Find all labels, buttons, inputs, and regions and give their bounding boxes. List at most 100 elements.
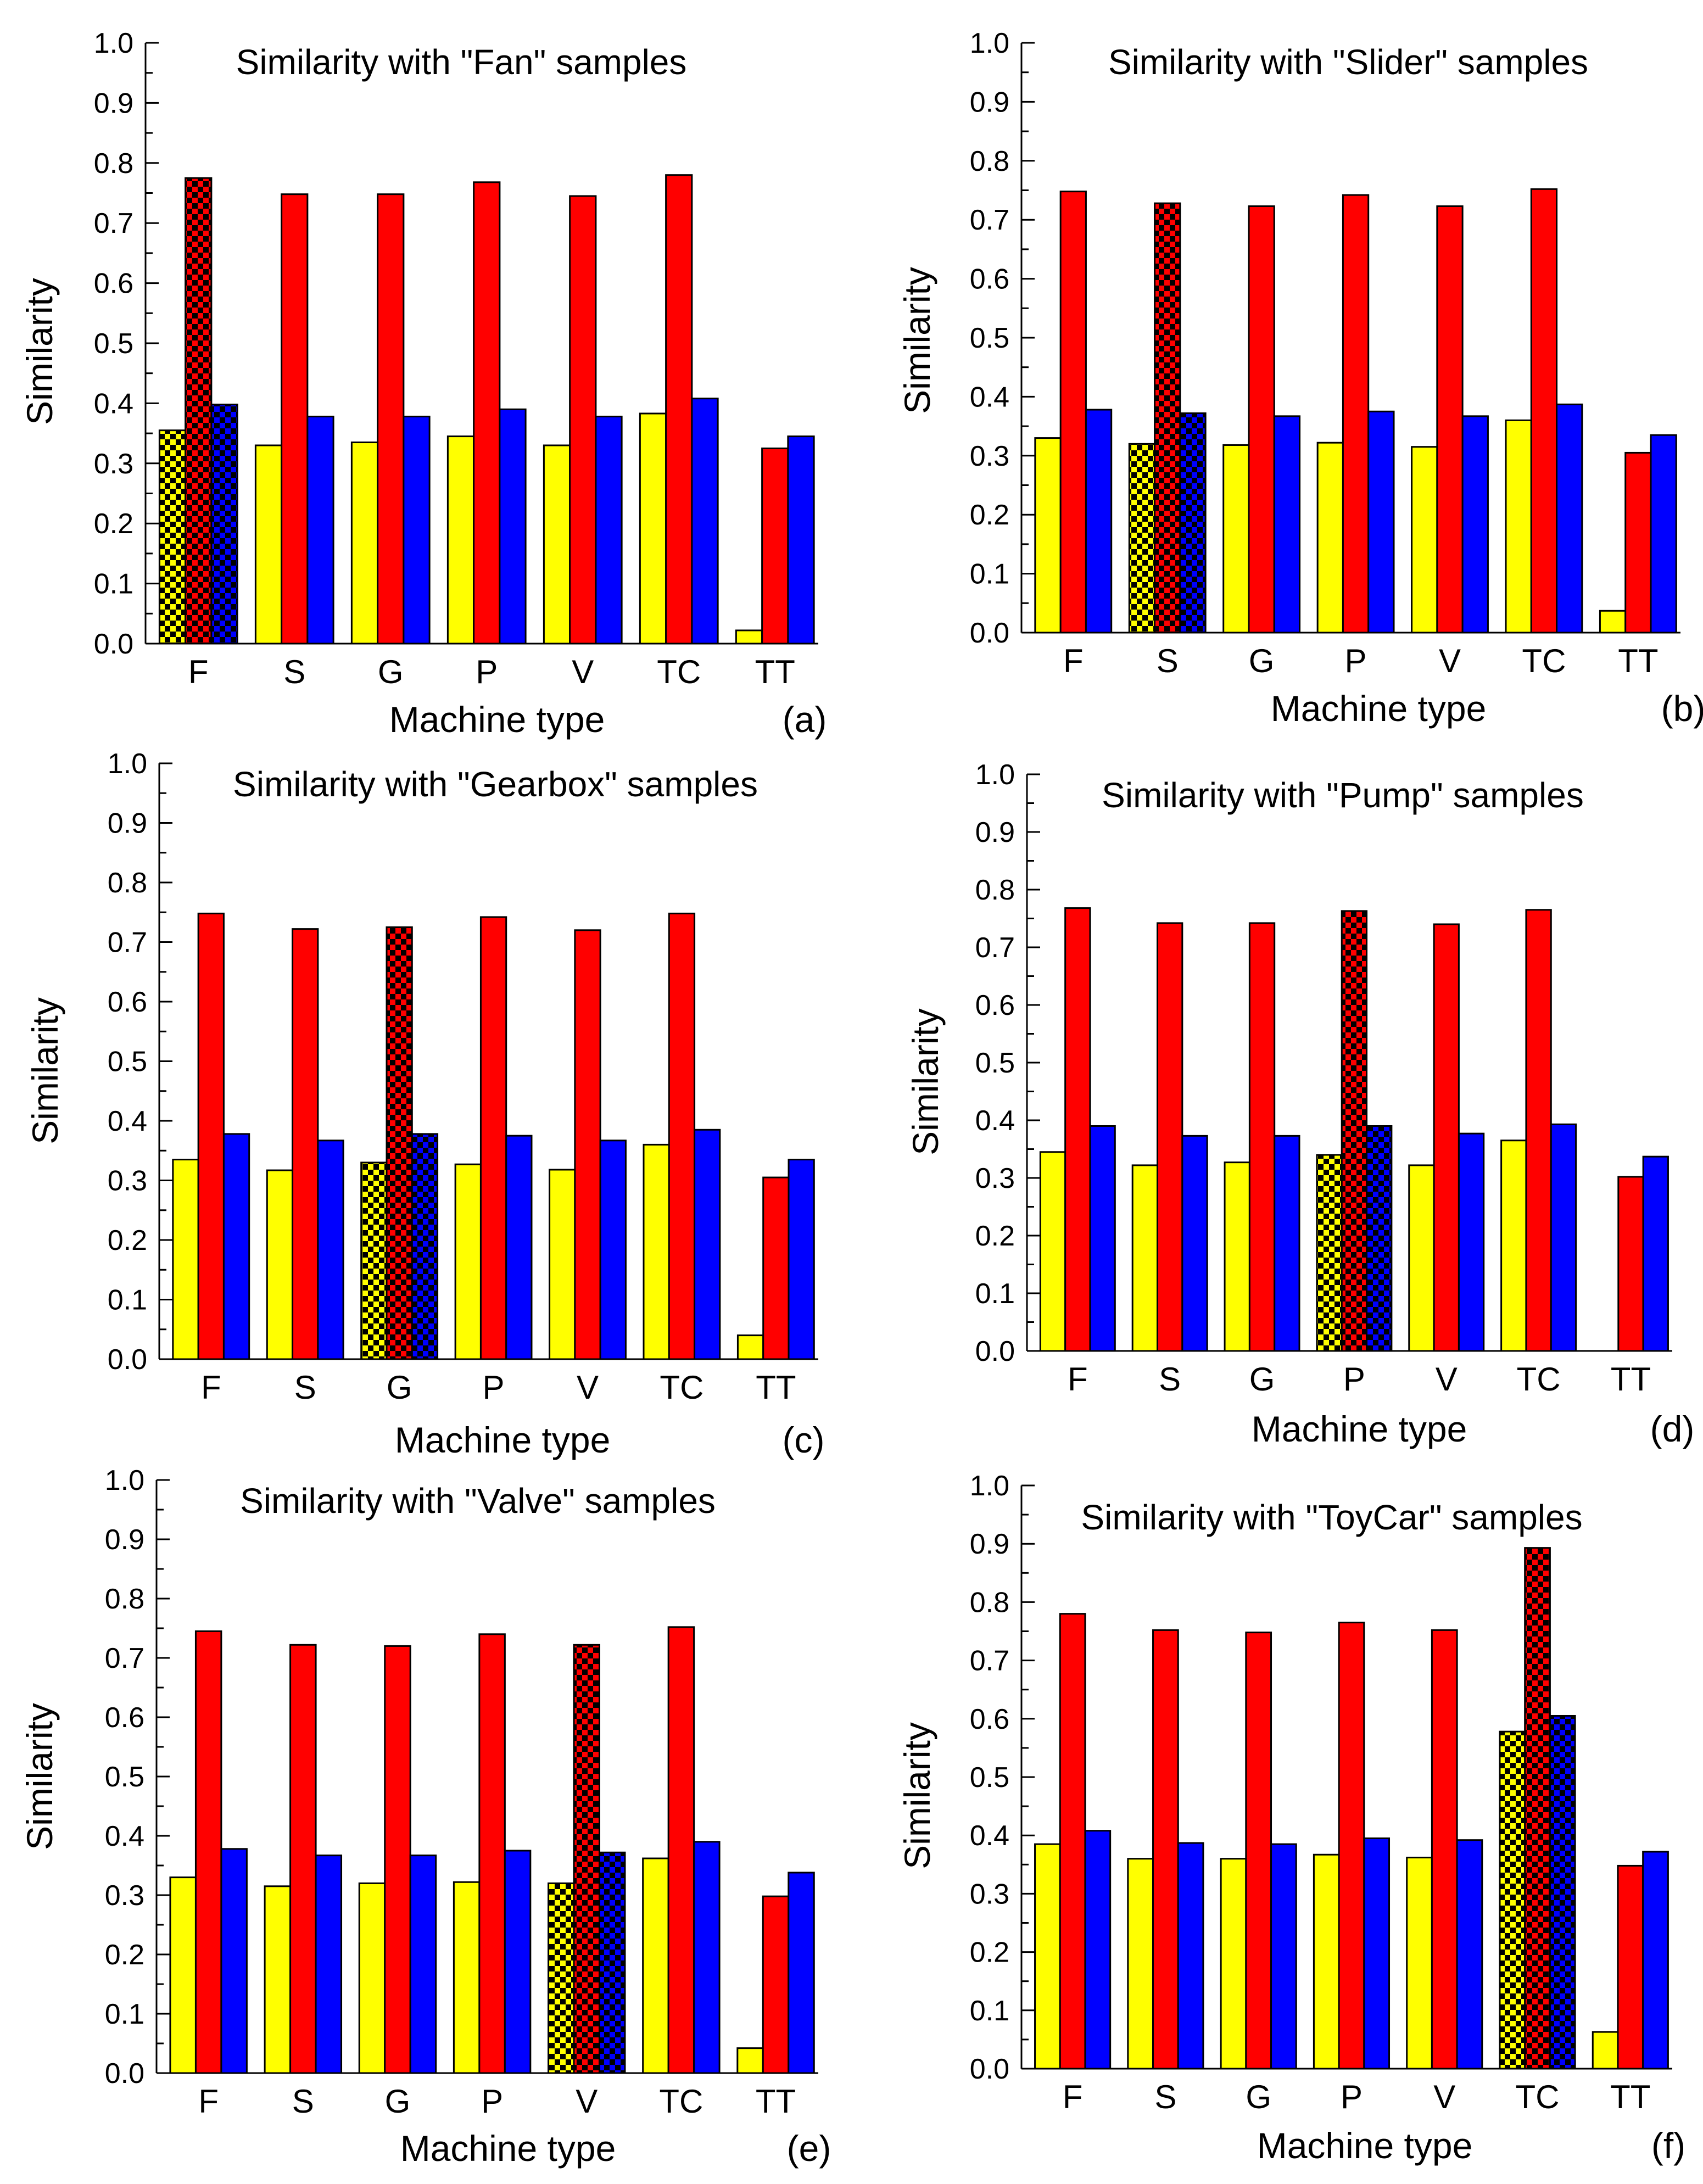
y-tick-label: 0.4 <box>108 1105 147 1137</box>
bar-red-tc <box>1530 188 1558 634</box>
bar-yellow-f <box>1039 1151 1067 1352</box>
y-tick-label: 0.0 <box>975 1336 1015 1367</box>
bar-blue-s <box>317 1140 344 1360</box>
bar-blue-s <box>1181 1135 1208 1352</box>
bar-red-v <box>574 929 601 1360</box>
x-tick-label: F <box>198 2083 219 2120</box>
y-tick-label: 0.8 <box>108 867 147 899</box>
x-tick-label: S <box>294 1369 316 1406</box>
x-tick-label: TC <box>660 1369 703 1406</box>
bar-yellow-s <box>1131 1164 1159 1352</box>
bar-blue-tt <box>787 435 815 645</box>
y-tick-label: 0.6 <box>105 1702 144 1734</box>
x-tick-label: P <box>476 653 498 690</box>
chart-panel-d: Similarity with "Pump" samples Similarit… <box>905 759 1694 1449</box>
y-tick-label: 0.0 <box>970 2053 1009 2085</box>
bar-yellow-g <box>1224 1161 1250 1352</box>
x-tick-label: G <box>378 653 404 690</box>
bar-red-tc <box>665 174 693 645</box>
bar-yellow-s <box>264 1885 292 2074</box>
y-tick-label: 0.0 <box>105 2058 144 2090</box>
bar-yellow-p <box>1313 1853 1340 2070</box>
bar-red-s <box>1154 202 1181 634</box>
y-tick-label: 0.6 <box>975 990 1015 1021</box>
x-tick-label: TC <box>1522 643 1566 679</box>
y-tick-label: 0.2 <box>108 1225 147 1256</box>
bar-yellow-v <box>543 444 571 645</box>
bar-yellow-v <box>1406 1857 1433 2070</box>
x-tick-label: TT <box>1618 643 1658 679</box>
bar-blue-p <box>1366 1125 1393 1352</box>
bar-red-s <box>281 193 309 645</box>
y-tick-label: 0.5 <box>970 322 1009 354</box>
x-tick-label: S <box>1157 643 1179 679</box>
chart-panel-a: Similarity with "Fan" samples Similarity… <box>19 27 827 740</box>
bar-blue-p <box>505 1135 533 1360</box>
y-tick-label: 0.5 <box>105 1761 144 1793</box>
x-tick-label: S <box>1154 2079 1176 2115</box>
bar-yellow-v <box>548 1882 575 2074</box>
bar-blue-s <box>306 415 334 645</box>
chart-title: Similarity with "ToyCar" samples <box>1081 1498 1582 1537</box>
bar-yellow-p <box>1316 442 1344 634</box>
bar-yellow-v <box>1408 1164 1435 1352</box>
x-tick-label: F <box>201 1369 221 1406</box>
bar-red-tt <box>1617 1864 1644 2070</box>
x-tick-label: TT <box>755 653 795 690</box>
panel-label: (c) <box>783 1420 825 1460</box>
bar-red-s <box>1152 1629 1179 2070</box>
chart-title: Similarity with "Slider" samples <box>1108 42 1588 82</box>
y-tick-label: 0.4 <box>975 1105 1015 1137</box>
chart-title: Similarity with "Valve" samples <box>240 1481 716 1521</box>
bar-blue-v <box>595 415 623 645</box>
bar-red-f <box>185 177 213 645</box>
y-tick-label: 0.8 <box>975 874 1015 906</box>
x-tick-label: P <box>1343 1361 1365 1398</box>
y-axis-label: Similarity <box>897 267 937 414</box>
x-tick-label: V <box>576 2083 598 2120</box>
x-axis-label: Machine type <box>389 699 605 740</box>
plot-area: 0.0 0.1 0.2 0.3 0.4 0.5 0.6 0.7 0.8 0.9 1.0 F S G P V TC… <box>105 1465 818 2120</box>
bar-yellow-tc <box>642 1857 669 2074</box>
x-tick-label: TT <box>756 2083 796 2120</box>
bar-blue-f <box>222 1133 250 1360</box>
y-tick-label: 0.1 <box>108 1284 147 1316</box>
x-tick-label: S <box>283 653 305 690</box>
y-tick-label: 0.7 <box>970 204 1009 236</box>
x-axis-label: Machine type <box>1257 2125 1473 2166</box>
bar-red-f <box>194 1630 222 2074</box>
y-tick-label: 0.5 <box>94 328 133 360</box>
y-axis-label: Similarity <box>905 1008 946 1155</box>
y-tick-label: 0.0 <box>94 628 133 660</box>
bar-red-v <box>573 1644 600 2074</box>
chart-panel-e: Similarity with "Valve" samples Similari… <box>19 1465 831 2169</box>
bar-blue-tc <box>693 1841 721 2074</box>
bar-yellow-g <box>350 442 379 645</box>
bar-yellow-g <box>1222 444 1250 634</box>
y-tick-label: 0.6 <box>970 1703 1009 1735</box>
bar-yellow-tc <box>1499 1730 1526 2070</box>
bar-red-tc <box>667 1626 695 2074</box>
bar-yellow-g <box>1220 1858 1247 2070</box>
bar-blue-tt <box>1650 434 1677 634</box>
y-tick-label: 0.9 <box>970 86 1009 118</box>
y-axis-label: Similarity <box>19 278 60 425</box>
bar-red-p <box>473 181 501 645</box>
y-tick-label: 0.0 <box>108 1344 147 1376</box>
bar-red-p <box>1341 910 1368 1352</box>
x-tick-label: G <box>1249 1361 1275 1398</box>
x-tick-label: TT <box>1611 1361 1651 1398</box>
bar-red-f <box>1059 1613 1086 2070</box>
y-tick-label: 0.8 <box>105 1583 144 1615</box>
bar-yellow-p <box>1316 1154 1343 1352</box>
y-tick-label: 0.5 <box>975 1047 1015 1079</box>
bar-yellow-tt <box>1599 610 1627 634</box>
bar-red-s <box>289 1644 317 2074</box>
plot-area: 0.0 0.1 0.2 0.3 0.4 0.5 0.6 0.7 0.8 0.9 1.0 F S G P V TC… <box>108 748 818 1406</box>
bar-blue-v <box>1461 415 1489 634</box>
x-tick-label: F <box>1068 1361 1088 1398</box>
bar-red-tc <box>1524 1547 1551 2070</box>
y-tick-label: 1.0 <box>970 27 1009 59</box>
bar-blue-tc <box>1550 1123 1577 1352</box>
bar-yellow-f <box>1034 1843 1061 2070</box>
